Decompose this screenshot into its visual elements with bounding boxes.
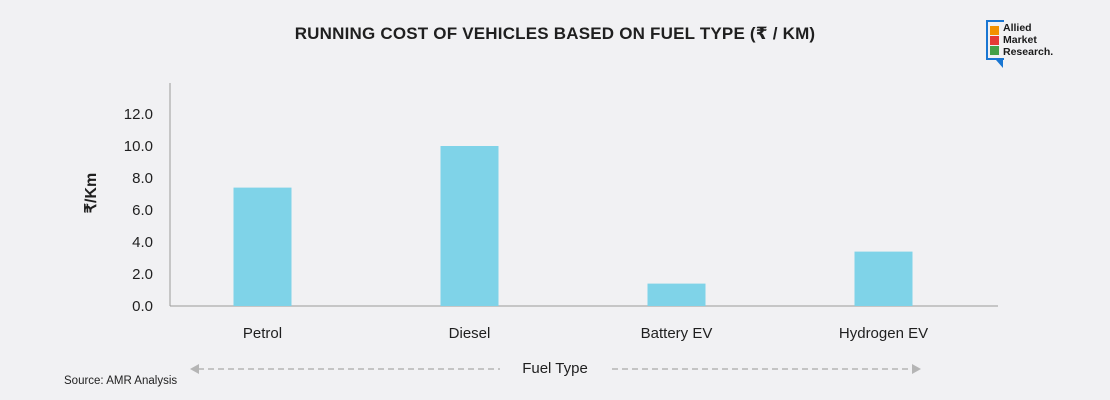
chart-title: RUNNING COST OF VEHICLES BASED ON FUEL T… [294, 24, 816, 43]
y-axis-label: ₹/Km [83, 173, 100, 213]
y-tick-label: 10.0 [124, 138, 153, 155]
y-tick-label: 8.0 [132, 170, 153, 187]
y-tick-label: 0.0 [132, 298, 153, 315]
logo-square-red [990, 36, 999, 45]
bar-petrol [233, 187, 292, 306]
bars [233, 146, 913, 306]
x-tick-label: Diesel [449, 325, 491, 342]
logo-text: Allied Market Research. [1003, 22, 1054, 58]
bar-hydrogen-ev [854, 251, 913, 306]
logo-square-orange [990, 26, 999, 35]
x-tick-label: Hydrogen EV [839, 325, 928, 342]
y-tick-label: 6.0 [132, 202, 153, 219]
source-note: Source: AMR Analysis [64, 375, 178, 387]
y-tick-label: 4.0 [132, 234, 153, 251]
company-logo: Allied Market Research. [986, 20, 1086, 72]
bar-battery-ev [647, 283, 706, 306]
logo-square-green [990, 46, 999, 55]
logo-tail [996, 60, 1003, 68]
y-tick-label: 2.0 [132, 266, 153, 283]
x-tick-label: Petrol [243, 325, 282, 342]
x-axis-arrow-left-head [190, 364, 199, 374]
logo-frame [986, 20, 1004, 60]
bar-diesel [440, 146, 499, 306]
x-axis-arrow-right-head [912, 364, 921, 374]
x-tick-labels: Petrol Diesel Battery EV Hydrogen EV [243, 325, 928, 342]
y-ticks: 0.0 2.0 4.0 6.0 8.0 10.0 12.0 [124, 106, 153, 315]
x-tick-label: Battery EV [641, 325, 713, 342]
y-tick-label: 12.0 [124, 106, 153, 123]
x-axis-label: Fuel Type [522, 360, 588, 377]
